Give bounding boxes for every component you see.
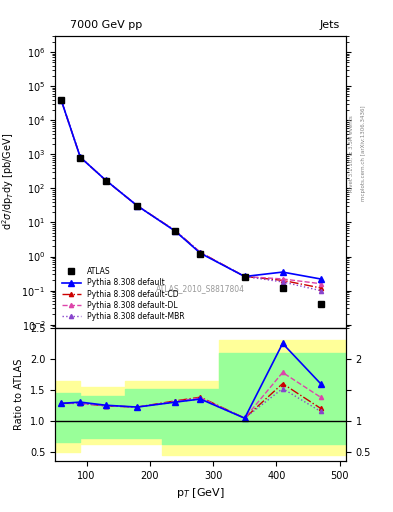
Text: Jets: Jets (320, 20, 340, 30)
Pythia 8.308 default-MBR (173, 228, 178, 234)
Pythia 8.308 default-DL (135, 203, 140, 209)
Text: Rivet 3.1.10, ≥ 3.5M events: Rivet 3.1.10, ≥ 3.5M events (349, 115, 354, 192)
Pythia 8.308 default (318, 276, 323, 282)
Text: ATLAS_2010_S8817804: ATLAS_2010_S8817804 (156, 284, 245, 293)
Legend: ATLAS, Pythia 8.308 default, Pythia 8.308 default-CD, Pythia 8.308 default-DL, P: ATLAS, Pythia 8.308 default, Pythia 8.30… (59, 264, 188, 324)
Pythia 8.308 default-CD (242, 273, 247, 280)
Pythia 8.308 default-DL (78, 154, 83, 160)
Pythia 8.308 default-DL (173, 228, 178, 234)
Text: mcplots.cern.ch [arXiv:1306.3436]: mcplots.cern.ch [arXiv:1306.3436] (361, 106, 366, 201)
Pythia 8.308 default-MBR (78, 154, 83, 160)
Pythia 8.308 default (135, 203, 140, 209)
Line: Pythia 8.308 default-MBR: Pythia 8.308 default-MBR (59, 98, 323, 293)
Pythia 8.308 default-CD (59, 97, 64, 103)
Pythia 8.308 default (242, 273, 247, 280)
Pythia 8.308 default-MBR (242, 273, 247, 280)
Pythia 8.308 default (78, 154, 83, 160)
Pythia 8.308 default-DL (242, 273, 247, 280)
Pythia 8.308 default-DL (318, 281, 323, 287)
Pythia 8.308 default (59, 97, 64, 103)
Line: Pythia 8.308 default-DL: Pythia 8.308 default-DL (59, 98, 323, 286)
Pythia 8.308 default-CD (78, 154, 83, 160)
Y-axis label: d$^2\sigma$/dp$_T$dy [pb/GeV]: d$^2\sigma$/dp$_T$dy [pb/GeV] (0, 133, 16, 230)
Pythia 8.308 default-DL (198, 249, 203, 255)
Pythia 8.308 default-CD (173, 227, 178, 233)
Pythia 8.308 default-MBR (318, 288, 323, 294)
Pythia 8.308 default-CD (280, 278, 285, 284)
Pythia 8.308 default-MBR (198, 250, 203, 256)
Pythia 8.308 default (173, 228, 178, 234)
Y-axis label: Ratio to ATLAS: Ratio to ATLAS (14, 359, 24, 430)
Pythia 8.308 default-MBR (59, 97, 64, 103)
Pythia 8.308 default-DL (103, 177, 108, 183)
Text: 7000 GeV pp: 7000 GeV pp (70, 20, 142, 30)
Pythia 8.308 default (280, 269, 285, 275)
Pythia 8.308 default-DL (280, 276, 285, 282)
Line: Pythia 8.308 default: Pythia 8.308 default (59, 98, 323, 282)
X-axis label: p$_T$ [GeV]: p$_T$ [GeV] (176, 486, 225, 500)
Pythia 8.308 default-MBR (103, 177, 108, 183)
Pythia 8.308 default (198, 250, 203, 257)
Pythia 8.308 default-CD (198, 249, 203, 255)
Line: Pythia 8.308 default-CD: Pythia 8.308 default-CD (59, 98, 323, 290)
Pythia 8.308 default-DL (59, 97, 64, 103)
Pythia 8.308 default-MBR (135, 203, 140, 209)
Pythia 8.308 default-CD (135, 203, 140, 209)
Pythia 8.308 default (103, 177, 108, 183)
Pythia 8.308 default-CD (318, 285, 323, 291)
Pythia 8.308 default-CD (103, 177, 108, 183)
Pythia 8.308 default-MBR (280, 279, 285, 285)
